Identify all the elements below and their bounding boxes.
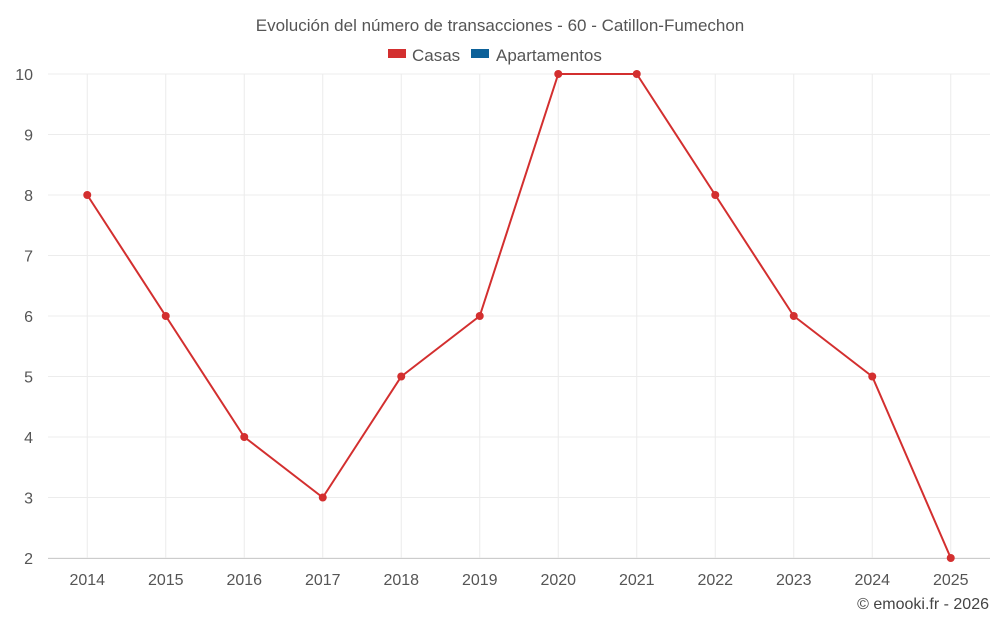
x-axis-ticks: 2014 2015 2016 2017 2018 2019 2020 2021 2022 2023… bbox=[69, 572, 968, 589]
y-tick-label-5: 5 bbox=[24, 370, 33, 387]
y-tick-label-8: 8 bbox=[24, 188, 33, 205]
y-axis-ticks: 2 3 4 5 6 7 8 9 10 bbox=[15, 67, 33, 568]
x-tick-label-2023: 2023 bbox=[776, 572, 812, 589]
x-tick-label-2015: 2015 bbox=[148, 572, 184, 589]
x-tick-label-2016: 2016 bbox=[226, 572, 262, 589]
y-tick-label-10: 10 bbox=[15, 67, 33, 84]
data-point-casas-2024[interactable] bbox=[868, 372, 877, 381]
y-tick-label-4: 4 bbox=[24, 430, 33, 447]
data-point-casas-2022[interactable] bbox=[711, 191, 720, 199]
legend-label-apartamentos[interactable]: Apartamentos bbox=[496, 46, 602, 65]
series-lines bbox=[86, 73, 952, 559]
data-point-casas-2016[interactable] bbox=[240, 433, 249, 441]
data-point-casas-2017[interactable] bbox=[318, 493, 327, 502]
x-tick-label-2014: 2014 bbox=[69, 572, 105, 589]
x-tick-label-2020: 2020 bbox=[540, 572, 576, 589]
legend: Casas Apartamentos bbox=[388, 46, 602, 65]
chart-title: Evolución del número de transacciones - … bbox=[256, 16, 745, 35]
legend-label-casas[interactable]: Casas bbox=[412, 46, 460, 65]
x-tick-label-2019: 2019 bbox=[462, 572, 498, 589]
y-tick-label-2: 2 bbox=[24, 551, 33, 568]
data-point-casas-2023[interactable] bbox=[789, 312, 798, 320]
x-tick-label-2018: 2018 bbox=[383, 572, 419, 589]
data-point-casas-2020[interactable] bbox=[554, 70, 563, 78]
series-line-casas bbox=[86, 73, 952, 559]
data-point-casas-2015[interactable] bbox=[161, 312, 170, 320]
data-point-casas-2014[interactable] bbox=[83, 191, 92, 199]
series-points bbox=[83, 70, 955, 562]
credit-text: © emooki.fr - 2026 bbox=[857, 596, 989, 613]
data-point-casas-2021[interactable] bbox=[632, 70, 641, 78]
x-tick-label-2024: 2024 bbox=[854, 572, 890, 589]
y-tick-label-9: 9 bbox=[24, 128, 33, 145]
x-tick-label-2022: 2022 bbox=[697, 572, 733, 589]
y-tick-label-3: 3 bbox=[24, 491, 33, 508]
data-point-casas-2018[interactable] bbox=[397, 372, 406, 381]
legend-swatch-casas[interactable] bbox=[388, 49, 406, 58]
data-point-casas-2019[interactable] bbox=[475, 312, 484, 320]
y-tick-label-7: 7 bbox=[24, 249, 33, 266]
x-tick-label-2021: 2021 bbox=[619, 572, 655, 589]
grid bbox=[48, 73, 990, 559]
data-point-casas-2025[interactable] bbox=[946, 554, 955, 562]
legend-swatch-apartamentos[interactable] bbox=[471, 49, 489, 58]
x-tick-label-2025: 2025 bbox=[933, 572, 969, 589]
x-tick-label-2017: 2017 bbox=[305, 572, 341, 589]
y-tick-label-6: 6 bbox=[24, 309, 33, 326]
